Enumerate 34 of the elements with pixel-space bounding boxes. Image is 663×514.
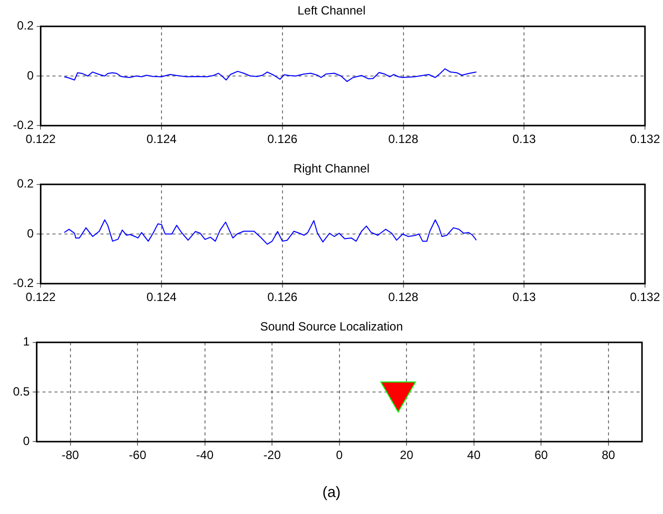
x-tick-label: 0.128 bbox=[388, 132, 419, 146]
y-tick-label: 0 bbox=[22, 434, 30, 448]
x-tick-label: 0.13 bbox=[512, 132, 536, 146]
x-tick-label: 0 bbox=[336, 448, 343, 462]
x-tick-label: 60 bbox=[534, 448, 548, 462]
x-tick-label: 0.124 bbox=[146, 132, 177, 146]
x-tick-label: 0.13 bbox=[512, 290, 536, 304]
y-tick-label: 1 bbox=[22, 334, 30, 349]
chart-title: Right Channel bbox=[293, 162, 370, 176]
x-tick-label: -20 bbox=[263, 448, 282, 462]
x-tick-label: -80 bbox=[62, 448, 80, 462]
x-tick-label: 80 bbox=[602, 448, 616, 462]
x-tick-label: 0.126 bbox=[267, 290, 298, 304]
text: (a) bbox=[321, 484, 342, 501]
y-tick-label: -0.2 bbox=[12, 118, 34, 132]
y-tick-label: -0.2 bbox=[12, 276, 34, 290]
x-tick-label: 0.124 bbox=[146, 290, 177, 304]
x-tick-label: 0.122 bbox=[26, 290, 56, 304]
x-tick-label: 40 bbox=[467, 448, 481, 462]
x-tick-label: 0.128 bbox=[388, 290, 419, 304]
x-tick-label: 0.122 bbox=[26, 132, 56, 146]
x-tick-label: 0.126 bbox=[267, 132, 298, 146]
y-tick-label: 0.2 bbox=[16, 18, 34, 33]
x-tick-label: 20 bbox=[400, 448, 414, 462]
y-tick-label: 0 bbox=[26, 226, 34, 240]
x-tick-label: 0.132 bbox=[630, 290, 660, 304]
chart-title: Left Channel bbox=[297, 4, 366, 18]
y-tick-label: 0.5 bbox=[12, 384, 30, 398]
y-tick-label: 0 bbox=[26, 68, 34, 82]
x-tick-label: 0.132 bbox=[630, 132, 660, 146]
x-tick-label: -60 bbox=[128, 448, 147, 462]
chart-title: Sound Source Localization bbox=[260, 320, 403, 334]
x-tick-label: -40 bbox=[196, 448, 214, 462]
y-tick-label: 0.2 bbox=[16, 176, 34, 191]
